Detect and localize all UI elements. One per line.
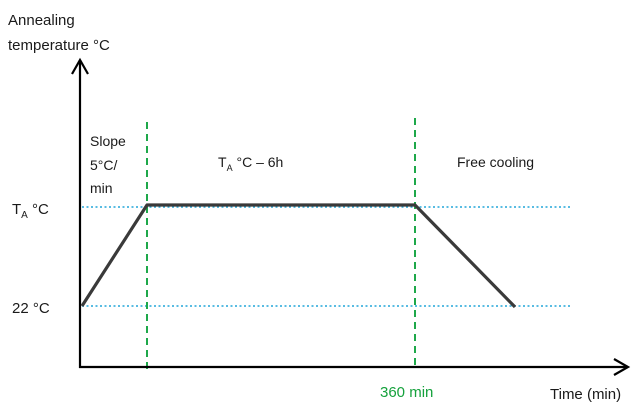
hold-phase-label: TA °C – 6h <box>218 154 283 173</box>
time-marker-label: 360 min <box>380 384 433 401</box>
slope-label-line2: 5°C/ <box>90 157 117 173</box>
hold-rest: °C – 6h <box>233 154 284 170</box>
hold-sub: A <box>227 163 233 173</box>
ta-level-main: T <box>12 201 21 218</box>
slope-label-line3: min <box>90 180 113 196</box>
slope-label-line1: Slope <box>90 133 126 149</box>
ta-level-unit: °C <box>28 201 49 218</box>
hold-main: T <box>218 154 227 170</box>
y-axis-label-line1: Annealing <box>8 12 75 29</box>
y-axis-label-line2: temperature °C <box>8 37 110 54</box>
low-level-label: 22 °C <box>12 300 50 317</box>
cooling-phase-label: Free cooling <box>457 154 534 170</box>
y-axis-arrowhead <box>71 57 89 75</box>
ta-level-label: TA °C <box>12 201 49 221</box>
ta-level-sub: A <box>21 210 28 221</box>
temperature-profile-line <box>80 203 517 309</box>
x-axis-label: Time (min) <box>550 386 621 403</box>
x-axis-arrowhead <box>613 358 631 376</box>
